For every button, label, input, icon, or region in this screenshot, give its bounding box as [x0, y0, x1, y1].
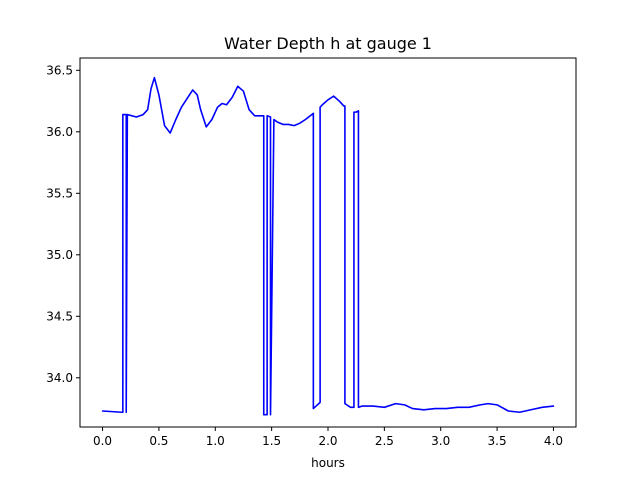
y-tick-label: 34.5 [46, 309, 73, 323]
x-tick-label: 0.5 [149, 434, 168, 448]
x-tick-label: 1.5 [262, 434, 281, 448]
x-tick-label: 2.0 [318, 434, 337, 448]
chart-title: Water Depth h at gauge 1 [224, 34, 432, 53]
y-tick-label: 36.5 [46, 63, 73, 77]
y-tick-label: 34.0 [46, 371, 73, 385]
y-tick-label: 35.0 [46, 248, 73, 262]
series-line-0 [101, 76, 555, 416]
x-tick-label: 3.5 [488, 434, 507, 448]
x-tick-label: 0.0 [93, 434, 112, 448]
x-axis-label: hours [311, 456, 345, 470]
plot-area: 0.0 0.5 1.0 1.5 2.0 2.5 3.0 3.5 4.0 34.0 34.5 35.0 3… [46, 57, 577, 448]
x-tick-label: 2.5 [375, 434, 394, 448]
y-tick-label: 36.0 [46, 125, 73, 139]
x-tick-label: 3.0 [431, 434, 450, 448]
x-tick-label: 1.0 [206, 434, 225, 448]
x-tick-label: 4.0 [544, 434, 563, 448]
y-tick-label: 35.5 [46, 186, 73, 200]
